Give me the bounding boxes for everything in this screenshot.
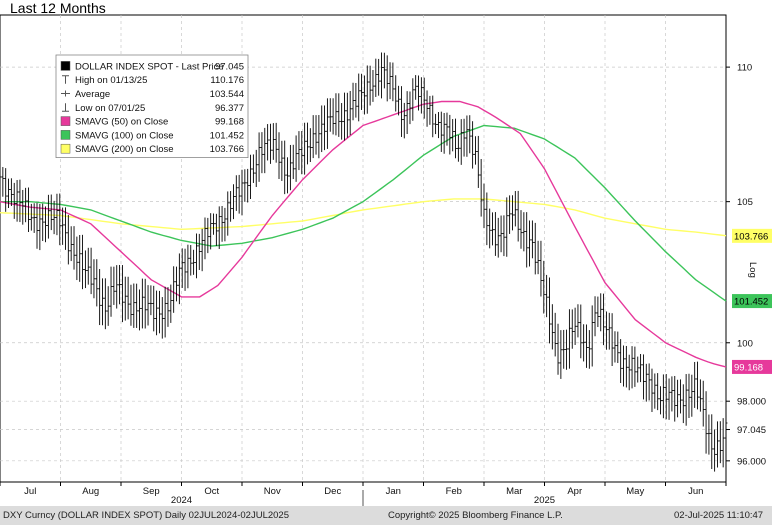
y-tick-label: 100 bbox=[737, 338, 753, 349]
sma-line bbox=[0, 124, 727, 302]
legend-entry: SMAVG (50) on Close 99.168 bbox=[60, 116, 244, 128]
x-year-label: 2025 bbox=[534, 495, 555, 506]
axis-marker-label: 101.452 bbox=[734, 297, 768, 308]
legend-value: 96.377 bbox=[215, 103, 244, 114]
legend-entry: Average 103.544 bbox=[61, 89, 244, 100]
footer-security: DXY Curncy (DOLLAR INDEX SPOT) Daily 02J… bbox=[3, 510, 289, 521]
legend-label: SMAVG (50) on Close bbox=[75, 117, 168, 128]
axis-marker-box bbox=[732, 228, 772, 243]
legend-value: 97.045 bbox=[215, 61, 244, 72]
x-tick-label: Oct bbox=[204, 486, 219, 497]
sma-line bbox=[0, 100, 727, 368]
axis-marker-box bbox=[732, 359, 772, 374]
price-series bbox=[0, 52, 728, 472]
legend-entry: SMAVG (200) on Close 103.766 bbox=[60, 143, 244, 155]
right-axis-markers: 103.766 101.452 99.168 bbox=[732, 228, 772, 374]
price-chart: 110 105 100 98.000 97.045 96.000 103.766 101.4… bbox=[0, 14, 772, 506]
x-tick-label: May bbox=[626, 486, 644, 497]
legend-label: DOLLAR INDEX SPOT - Last Price bbox=[75, 61, 224, 72]
x-tick-label: Dec bbox=[324, 486, 341, 497]
x-tick-label: Aug bbox=[82, 486, 99, 497]
x-year-label: 2024 bbox=[171, 495, 192, 506]
legend-value: 99.168 bbox=[215, 117, 244, 128]
footer-bar: DXY Curncy (DOLLAR INDEX SPOT) Daily 02J… bbox=[0, 506, 772, 525]
x-tick-label: Feb bbox=[446, 486, 462, 497]
chart-title: Last 12 Months bbox=[10, 0, 106, 16]
footer-timestamp: 02-Jul-2025 11:10:47 bbox=[674, 510, 764, 521]
legend-label: SMAVG (200) on Close bbox=[75, 144, 174, 155]
y-axis: 110 105 100 98.000 97.045 96.000 bbox=[726, 63, 766, 467]
legend-value: 103.766 bbox=[210, 144, 244, 155]
legend-swatch bbox=[60, 130, 71, 140]
x-tick-label: Jul bbox=[24, 486, 36, 497]
y-tick-label: 110 bbox=[737, 63, 752, 74]
axis-marker-label: 99.168 bbox=[734, 362, 763, 373]
x-tick-label: Nov bbox=[264, 486, 281, 497]
y-tick-label: 96.000 bbox=[737, 456, 766, 467]
x-tick-label: Mar bbox=[506, 486, 522, 497]
legend-box bbox=[55, 54, 249, 158]
y-tick-label: 105 bbox=[737, 197, 753, 208]
legend-label: Low on 07/01/25 bbox=[75, 103, 145, 114]
legend-label: High on 01/13/25 bbox=[75, 75, 147, 86]
x-axis: Jul Aug Sep Oct Nov Dec Jan Feb Mar Apr May Jun 2024… bbox=[0, 482, 727, 506]
legend-value: 103.544 bbox=[210, 89, 244, 100]
x-tick-label: Apr bbox=[567, 486, 582, 497]
y-tick-label: 98.000 bbox=[737, 397, 766, 408]
sma-line bbox=[0, 198, 727, 237]
legend-value: 110.176 bbox=[210, 75, 244, 86]
axis-marker-label: 103.766 bbox=[734, 231, 768, 242]
legend-label: Average bbox=[75, 89, 110, 100]
legend-entry: SMAVG (100) on Close 101.452 bbox=[60, 130, 244, 141]
series-layer bbox=[0, 52, 728, 472]
legend-swatch bbox=[60, 143, 71, 154]
axis-marker-box bbox=[732, 294, 772, 309]
x-tick-label: Sep bbox=[143, 486, 160, 497]
legend-entry: High on 01/13/25 110.176 bbox=[62, 75, 244, 86]
legend-swatch bbox=[60, 61, 71, 71]
footer-copyright: Copyright© 2025 Bloomberg Finance L.P. bbox=[388, 510, 563, 521]
x-tick-label: Jan bbox=[386, 486, 401, 497]
low-marker-icon bbox=[62, 103, 69, 112]
x-tick-label: Jun bbox=[688, 486, 703, 497]
log-scale-label: Log bbox=[747, 262, 758, 278]
legend-entry: Low on 07/01/25 96.377 bbox=[62, 103, 244, 114]
legend-value: 101.452 bbox=[210, 130, 244, 141]
average-marker-icon bbox=[61, 90, 70, 97]
legend-swatch bbox=[60, 116, 71, 126]
y-tick-label: 97.045 bbox=[737, 425, 766, 436]
legend-label: SMAVG (100) on Close bbox=[75, 130, 174, 141]
high-marker-icon bbox=[62, 75, 69, 84]
